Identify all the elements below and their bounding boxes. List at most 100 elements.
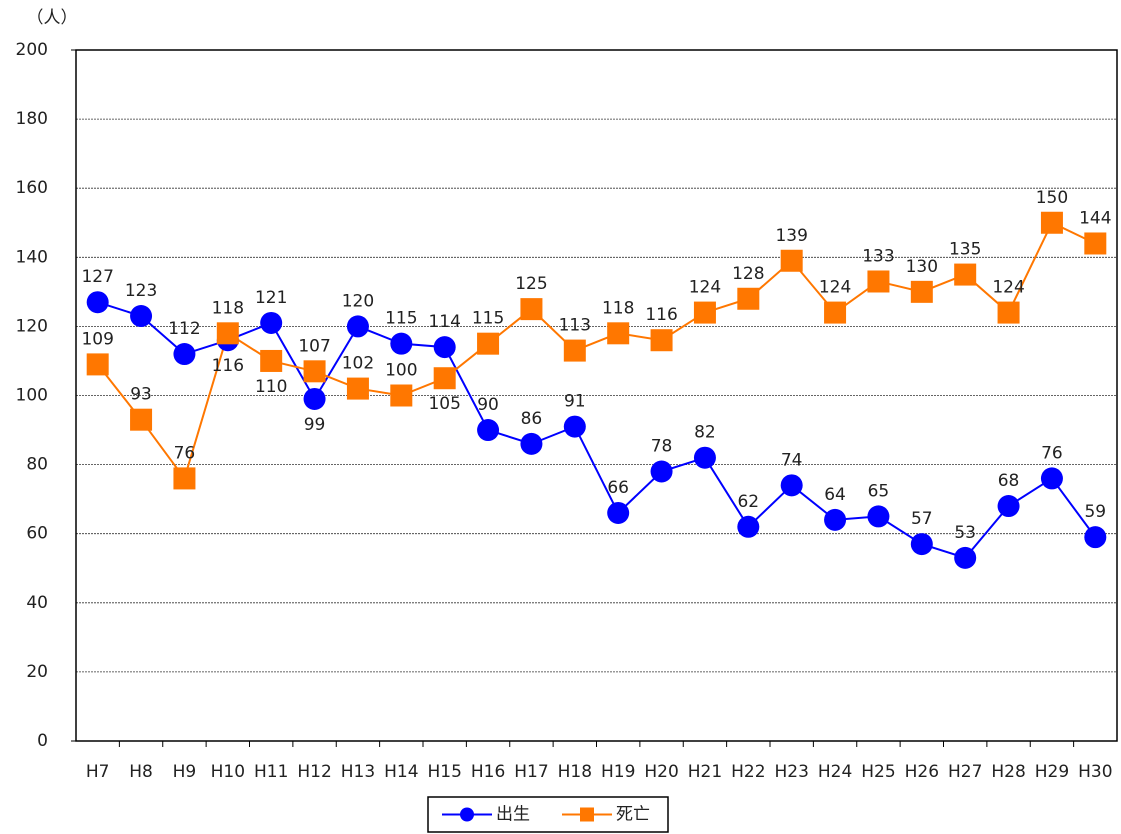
data-point: [737, 287, 760, 310]
data-label: 135: [949, 240, 981, 260]
data-label: 110: [255, 377, 287, 397]
data-point: [1040, 211, 1063, 234]
x-tick-label: H22: [731, 762, 765, 782]
x-tick-label: H7: [86, 762, 110, 782]
data-label: 62: [737, 492, 759, 512]
data-point: [563, 415, 586, 438]
y-tick-label: 40: [26, 593, 48, 613]
data-label: 112: [168, 319, 200, 339]
data-label: 109: [81, 329, 113, 349]
x-tick-label: H10: [211, 762, 245, 782]
data-label: 99: [304, 415, 326, 435]
data-point: [130, 305, 153, 328]
data-label: 74: [781, 450, 803, 470]
data-point: [260, 311, 283, 334]
data-label: 123: [125, 281, 157, 301]
x-tick-label: H26: [905, 762, 939, 782]
data-point: [86, 353, 109, 376]
data-point: [346, 377, 369, 400]
y-tick-label: 180: [16, 109, 48, 129]
data-point: [780, 474, 803, 497]
data-point: [390, 332, 413, 355]
x-tick-label: H8: [129, 762, 153, 782]
data-label: 124: [819, 278, 851, 298]
data-label: 125: [515, 274, 547, 294]
data-point: [867, 505, 890, 528]
data-point: [997, 301, 1020, 324]
legend-label: 出生: [496, 805, 530, 825]
data-point: [86, 291, 109, 314]
data-label: 124: [689, 278, 721, 298]
data-label: 116: [645, 305, 677, 325]
data-label: 105: [428, 394, 460, 414]
data-point: [260, 349, 283, 372]
data-point: [910, 533, 933, 556]
data-label: 150: [1036, 188, 1068, 208]
x-tick-label: H18: [558, 762, 592, 782]
data-label: 102: [342, 354, 374, 374]
data-label: 100: [385, 361, 417, 381]
data-label: 91: [564, 392, 586, 412]
legend-marker: [460, 807, 474, 822]
data-point: [173, 343, 196, 366]
x-tick-label: H29: [1035, 762, 1069, 782]
x-tick-label: H12: [297, 762, 331, 782]
data-label: 113: [559, 316, 591, 336]
x-tick-label: H23: [774, 762, 808, 782]
data-point: [997, 495, 1020, 518]
data-point: [216, 322, 239, 345]
data-point: [650, 460, 673, 483]
data-label: 130: [906, 257, 938, 277]
data-point: [867, 270, 890, 293]
x-tick-label: H11: [254, 762, 288, 782]
x-tick-label: H24: [818, 762, 852, 782]
y-tick-label: 0: [37, 731, 48, 751]
data-label: 53: [954, 523, 976, 543]
data-point: [173, 467, 196, 490]
data-label: 128: [732, 264, 764, 284]
legend-label: 死亡: [616, 805, 650, 825]
data-point: [563, 339, 586, 362]
data-label: 93: [130, 385, 152, 405]
x-tick-label: H13: [341, 762, 375, 782]
data-label: 86: [521, 409, 543, 429]
x-tick-label: H28: [991, 762, 1025, 782]
legend: 出生 死亡: [427, 796, 669, 833]
x-tick-label: H20: [644, 762, 678, 782]
data-label: 116: [212, 356, 244, 376]
data-label: 118: [212, 298, 244, 318]
data-label: 118: [602, 298, 634, 318]
data-point: [954, 546, 977, 569]
data-point: [607, 322, 630, 345]
data-label: 82: [694, 423, 716, 443]
x-tick-label: H9: [173, 762, 197, 782]
data-label: 76: [1041, 443, 1063, 463]
x-tick-label: H14: [384, 762, 418, 782]
data-point: [520, 432, 543, 455]
data-point: [910, 280, 933, 303]
x-tick-label: H30: [1078, 762, 1112, 782]
data-point: [477, 419, 500, 442]
y-tick-label: 20: [26, 662, 48, 682]
data-point: [433, 367, 456, 390]
data-point: [954, 263, 977, 286]
data-point: [433, 336, 456, 359]
data-point: [130, 408, 153, 431]
y-tick-label: 200: [16, 40, 48, 60]
data-point: [737, 515, 760, 538]
data-point: [1084, 232, 1107, 255]
data-point: [824, 301, 847, 324]
series-line: [97, 301, 1097, 560]
data-label: 65: [868, 481, 890, 501]
data-label: 64: [824, 485, 846, 505]
data-point: [520, 298, 543, 321]
y-tick-label: 100: [16, 386, 48, 406]
y-tick-label: 60: [26, 524, 48, 544]
legend-marker: [580, 807, 594, 822]
x-tick-label: H25: [861, 762, 895, 782]
data-point: [650, 329, 673, 352]
data-label: 133: [862, 246, 894, 266]
data-label: 68: [998, 471, 1020, 491]
data-label: 59: [1084, 502, 1106, 522]
y-tick-label: 140: [16, 247, 48, 267]
